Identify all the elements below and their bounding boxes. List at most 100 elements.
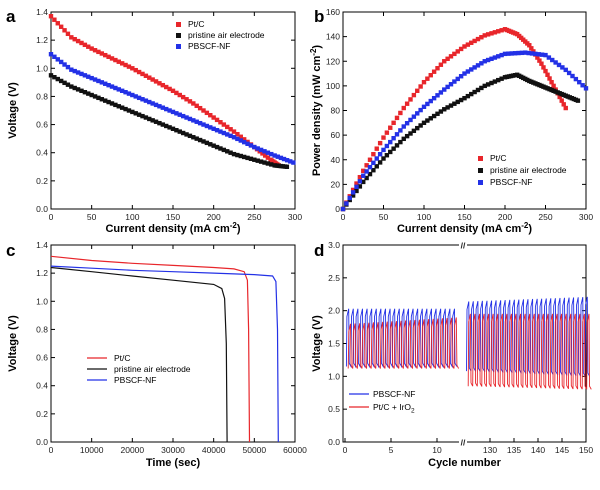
a-point-red: [218, 120, 223, 125]
a-point-black: [258, 159, 264, 164]
a-point-red: [86, 44, 91, 49]
b-point-blue: [428, 98, 433, 104]
b-point-red: [492, 30, 498, 35]
b-point-blue: [550, 57, 555, 63]
b-legend-marker-red: [478, 156, 483, 161]
b-point-blue: [577, 79, 582, 85]
a-point-red: [116, 59, 121, 64]
a-point-black: [113, 102, 118, 108]
a-point-black: [211, 143, 216, 148]
b-point-red: [418, 84, 423, 89]
b-point-black: [350, 193, 356, 198]
panel-label-b: b: [314, 7, 324, 26]
a-point-black: [58, 78, 64, 84]
b-point-black: [465, 93, 471, 99]
b-point-black: [361, 179, 366, 185]
a-point-blue: [197, 120, 203, 126]
d-plot-frame: [342, 244, 587, 443]
c-ytick-label: 0.4: [36, 381, 48, 391]
b-point-red: [535, 55, 540, 60]
a-point-blue: [99, 80, 105, 85]
b-point-blue: [499, 52, 504, 58]
b-point-blue: [371, 160, 376, 166]
b-point-black: [458, 97, 464, 103]
b-ytick-label: 120: [326, 56, 340, 66]
b-point-blue: [458, 74, 464, 79]
a-point-blue: [248, 143, 254, 148]
d-ytick-label: 3.0: [328, 240, 340, 250]
b-point-blue: [431, 95, 437, 101]
b-point-red: [563, 105, 568, 111]
b-point-black: [472, 89, 477, 95]
a-point-black: [180, 130, 186, 136]
a-point-blue: [123, 90, 128, 95]
a-point-red: [55, 21, 60, 26]
a-point-red: [136, 69, 142, 75]
b-point-red: [462, 44, 467, 49]
d-ytick-label: 2.0: [328, 306, 340, 316]
b-x-axis-label: Current density (mA cm-2): [397, 221, 532, 235]
b-point-black: [482, 83, 487, 89]
b-point-black: [388, 149, 393, 155]
a-y-axis-label: Voltage (V): [7, 82, 19, 139]
c-legend-label: Pt/C: [114, 353, 131, 363]
a-point-red: [72, 37, 77, 42]
a-legend-marker-blue: [176, 44, 181, 49]
a-point-blue: [278, 155, 284, 161]
a-point-black: [130, 109, 135, 115]
b-point-red: [458, 46, 464, 52]
b-point-blue: [580, 83, 585, 88]
b-point-blue: [425, 101, 430, 107]
panel-c: 0 10000 20000 30000 40000 50000 60000 0.0 0.2 0.4…: [7, 240, 307, 469]
a-point-red: [167, 86, 172, 92]
b-point-black: [438, 109, 444, 114]
b-point-blue: [485, 57, 491, 63]
a-point-red: [157, 81, 162, 86]
a-point-black: [238, 153, 243, 159]
b-point-blue: [546, 55, 552, 60]
a-point-red: [75, 38, 81, 44]
a-point-blue: [58, 59, 64, 65]
a-xtick-label: 150: [166, 212, 180, 222]
b-point-red: [394, 115, 400, 121]
c-y-axis-label: Voltage (V): [7, 315, 19, 372]
b-point-black: [418, 123, 423, 128]
b-point-red: [421, 79, 427, 85]
a-point-black: [86, 91, 91, 96]
b-point-red: [545, 72, 550, 77]
b-point-black: [469, 91, 474, 97]
b-point-red: [384, 130, 390, 135]
b-point-blue: [536, 52, 541, 57]
a-point-blue: [258, 147, 264, 153]
d-xtick-label: 145: [555, 445, 569, 455]
d-axis-break-gap: [459, 438, 467, 446]
b-point-blue: [526, 50, 531, 56]
a-point-blue: [291, 160, 296, 165]
b-point-black: [394, 143, 400, 148]
b-point-black: [398, 139, 403, 145]
a-point-blue: [75, 70, 81, 75]
b-point-red: [435, 66, 440, 71]
b-point-blue: [377, 152, 383, 157]
b-point-blue: [398, 128, 403, 133]
b-point-blue: [492, 55, 498, 60]
a-point-black: [167, 125, 172, 130]
a-xtick-label: 100: [125, 212, 139, 222]
d-xtick-label: 0: [343, 445, 348, 455]
a-point-blue: [157, 104, 162, 109]
b-point-black: [435, 111, 440, 116]
b-point-red: [529, 46, 534, 51]
a-point-red: [109, 56, 115, 61]
a-point-blue: [103, 81, 108, 86]
a-point-blue: [255, 146, 260, 151]
a-point-black: [204, 140, 210, 146]
a-point-blue: [184, 115, 189, 120]
b-point-blue: [344, 201, 349, 206]
a-point-red: [96, 49, 101, 55]
panel-a: 0 50 100 150 200 250 300 0.0 0.2 0.4 0.6 0.8 1.0 1.2 1…: [7, 7, 302, 235]
a-point-black: [106, 99, 111, 105]
b-point-blue: [462, 71, 467, 76]
b-point-black: [575, 98, 581, 103]
b-point-black: [364, 175, 369, 181]
b-xtick-label: 100: [417, 212, 431, 222]
